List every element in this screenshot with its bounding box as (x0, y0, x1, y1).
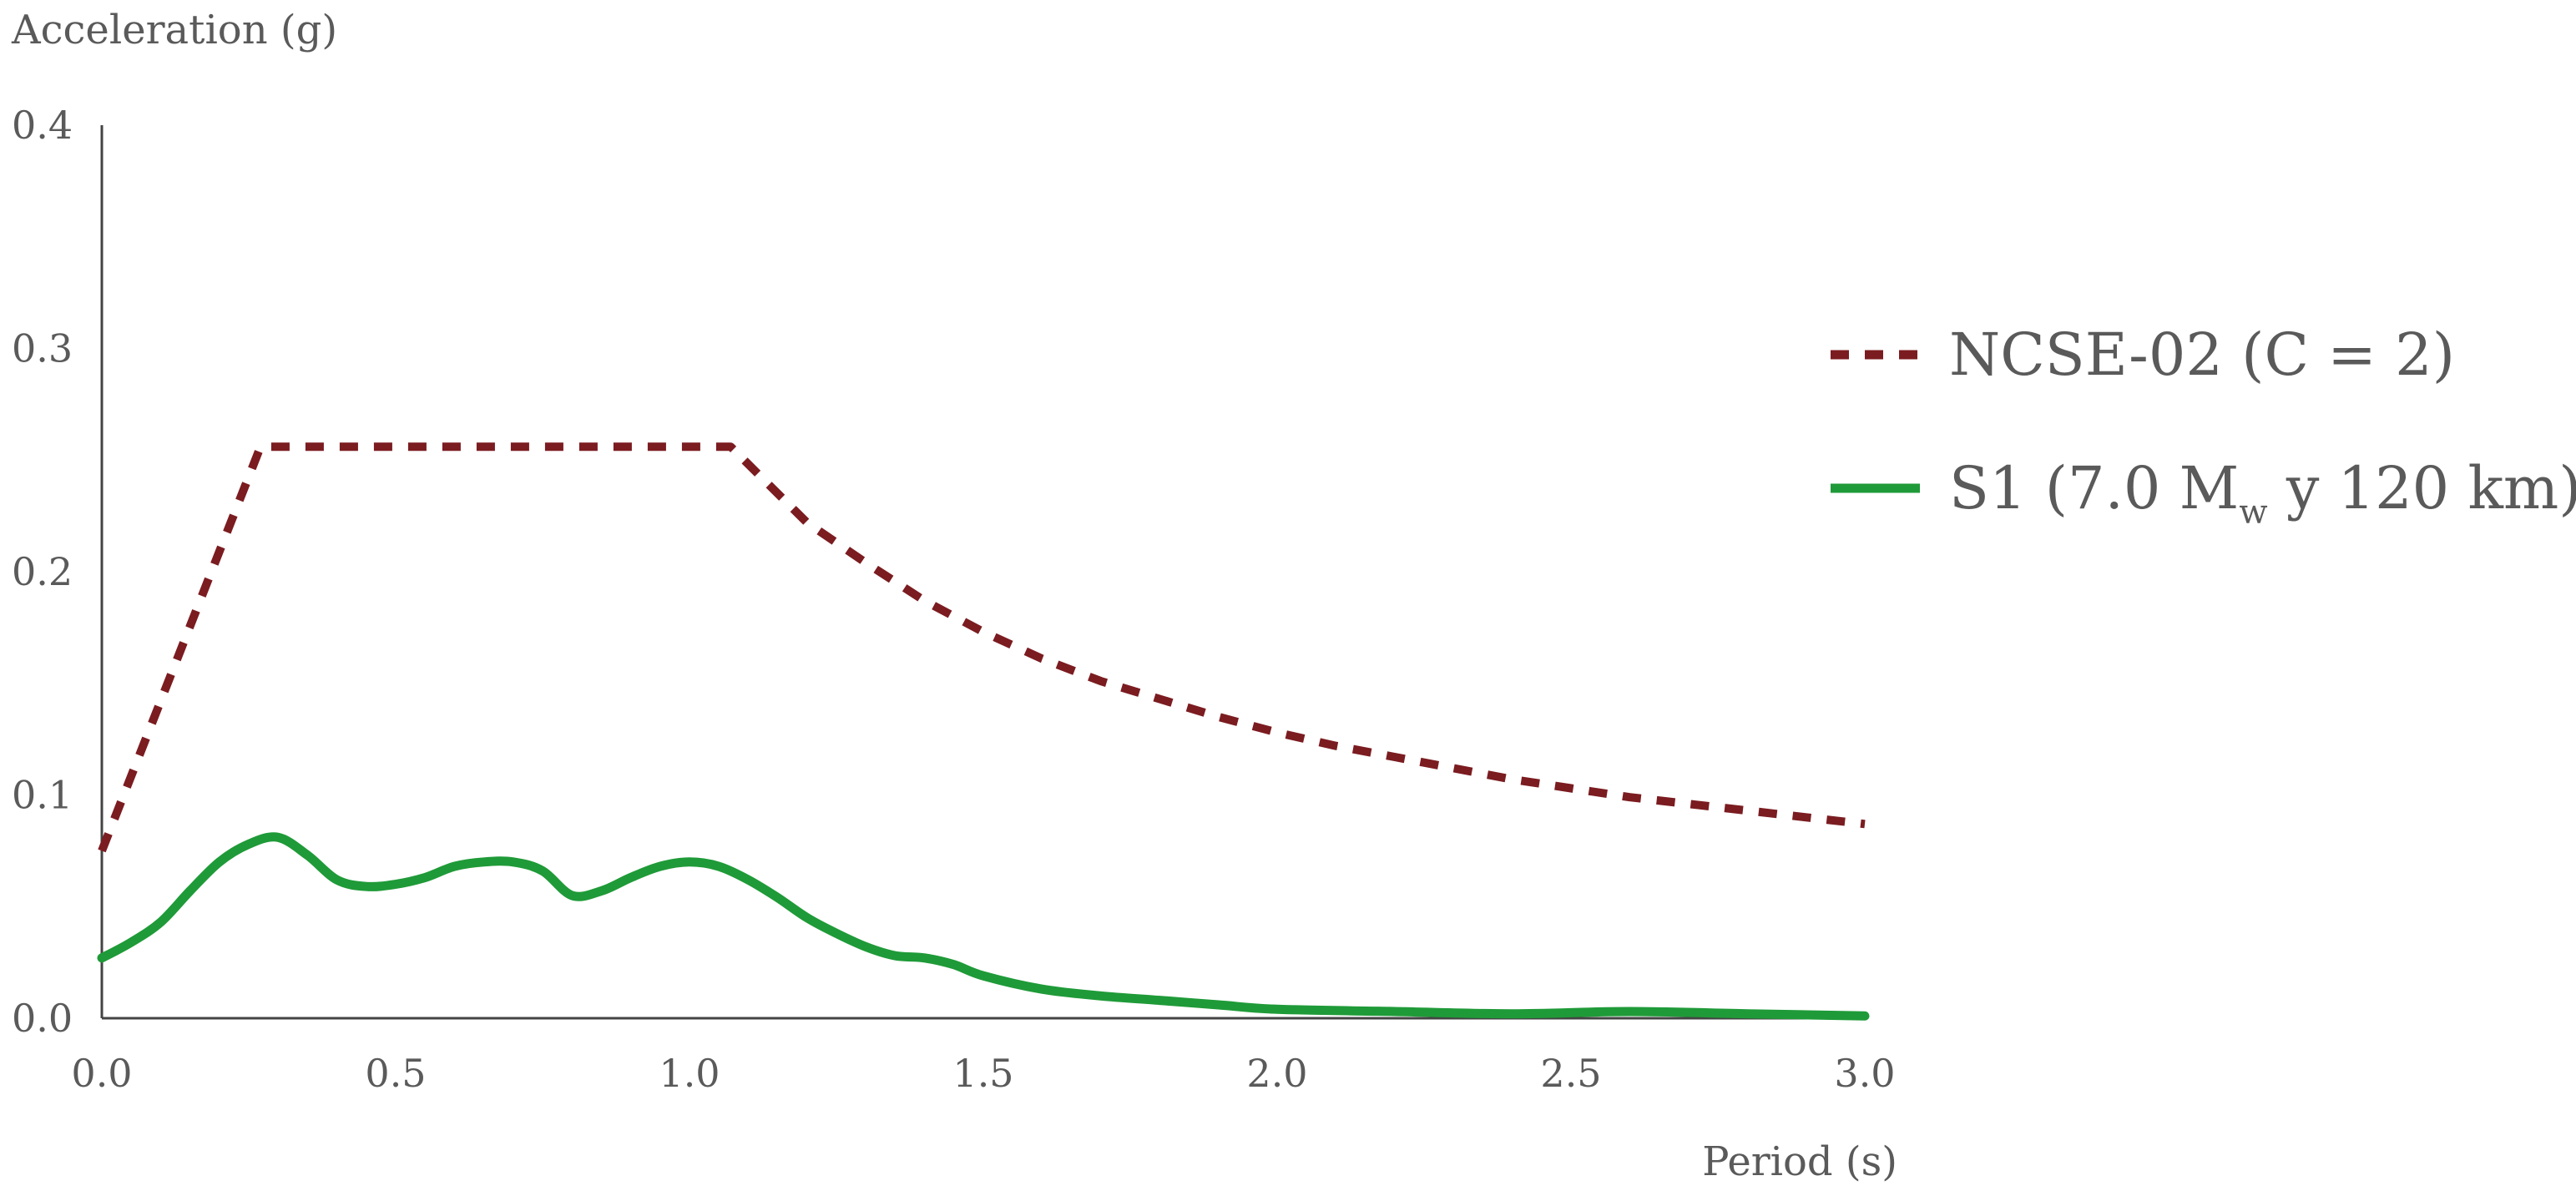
y-tick-label: 0.0 (12, 996, 73, 1041)
legend: NCSE-02 (C = 2) S1 (7.0 Mw y 120 km) (1831, 320, 2576, 532)
y-tick-label: 0.4 (12, 103, 73, 148)
x-tick-label: 0.0 (71, 1051, 132, 1096)
y-tick-label: 0.2 (12, 549, 73, 594)
axes (100, 125, 1865, 1020)
legend-label-part: S1 (7.0 M (1949, 454, 2239, 522)
y-tick-label: 0.3 (12, 326, 73, 371)
legend-label-1: NCSE-02 (C = 2) (1949, 320, 2455, 389)
legend-label-2: S1 (7.0 Mw y 120 km) (1949, 454, 2576, 532)
legend-label-part: y 120 km) (2268, 454, 2576, 522)
x-tick-label: 1.0 (659, 1051, 720, 1096)
series-line-1 (98, 442, 1866, 853)
x-tick-label: 1.5 (952, 1051, 1013, 1096)
y-tick-label: 0.1 (12, 773, 73, 818)
x-axis-label: Period (s) (1702, 1138, 1897, 1185)
x-tick-label: 2.5 (1540, 1051, 1601, 1096)
legend-label-part: w (2239, 493, 2267, 532)
legend-label-part: NCSE-02 (C = 2) (1949, 320, 2455, 389)
y-axis-label: Acceleration (g) (11, 7, 337, 53)
series-lines (97, 442, 1870, 1021)
x-tick-label: 3.0 (1834, 1051, 1895, 1096)
series-line-2 (97, 832, 1870, 1021)
x-tick-label: 2.0 (1246, 1051, 1307, 1096)
x-tick-label: 0.5 (365, 1051, 426, 1096)
tick-labels: 0.0 0.5 1.0 1.5 2.0 2.5 3.0 0.0 0.1 0.2 0.3 0.4 (12, 103, 1896, 1096)
